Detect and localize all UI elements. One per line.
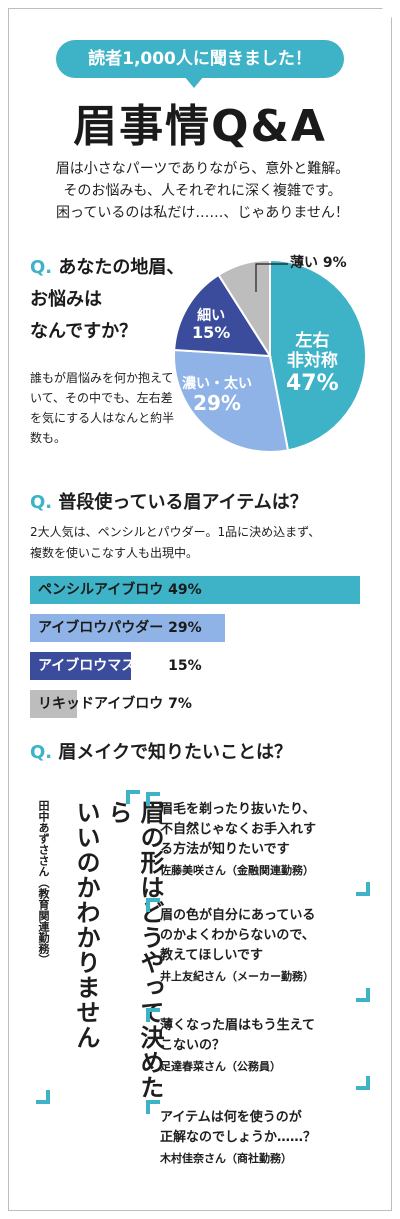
bar-category-label: リキッドアイブロウ bbox=[38, 696, 164, 712]
bracket-top bbox=[126, 790, 140, 804]
featured-answer: 眉の形はどうやって決めたら いいのかわかりません 田中あずささん（教育関連勤務） bbox=[30, 790, 164, 1110]
question-3-text: 眉メイクで知りたいことは？ bbox=[58, 742, 293, 763]
bar-row-pencil: ペンシルアイブロウ 49% bbox=[30, 576, 370, 604]
bar-mascara bbox=[30, 652, 132, 680]
pie-label-asymmetric: 左右 非対称 47% bbox=[286, 331, 339, 397]
featured-answer-author: 田中あずささん（教育関連勤務） bbox=[37, 800, 50, 965]
bar-category-label: アイブロウマスカラ bbox=[38, 658, 164, 674]
bar-value-label: 49% bbox=[163, 582, 202, 598]
bar-pencil bbox=[30, 576, 360, 604]
question-2: Q. 普段使っている眉アイテムは？ bbox=[30, 488, 380, 514]
bar-category-label: アイブロウパウダー bbox=[38, 620, 164, 636]
article-frame bbox=[8, 8, 392, 1211]
answer-quote: アイテムは何を使うのが 正解なのでしょうか……？ 木村佳奈さん（商社勤務） bbox=[146, 1100, 375, 1168]
brow-concern-pie-chart: 左右 非対称 47% 濃い・太い 29% 細い 15% bbox=[170, 256, 370, 456]
bar-row-powder: アイブロウパウダー 29% bbox=[30, 614, 370, 642]
question-1-line: あなたの地眉、 bbox=[58, 257, 185, 278]
pie-slice-thin bbox=[173, 273, 272, 358]
intro-text: 眉は小さなパーツでありながら、意外と難解。 そのお悩みも、人それぞれに深く複雑で… bbox=[30, 158, 375, 224]
page-title: 眉事情Q&A bbox=[73, 101, 327, 152]
pie-label-thin: 細い 15% bbox=[192, 308, 231, 343]
bar-liquid bbox=[30, 690, 78, 718]
pie-label-thick: 濃い・太い 29% bbox=[182, 376, 252, 416]
bar-row-mascara: アイブロウマスカラ 15% bbox=[30, 652, 370, 680]
question-3: Q. 眉メイクで知りたいことは？ bbox=[30, 738, 380, 764]
question-1: Q. あなたの地眉、 お悩みは なんですか？ bbox=[30, 252, 190, 348]
bar-value-label: 29% bbox=[163, 620, 202, 636]
banner-tail bbox=[184, 76, 204, 88]
pie-label-light: 薄い 9% bbox=[290, 255, 347, 271]
bracket-bottom bbox=[36, 1090, 50, 1104]
question-1-description: 誰もが眉悩みを何か抱えていて、その中でも、左右差を気にする人はなんと約半数も。 bbox=[30, 371, 175, 445]
question-mark: Q. bbox=[30, 742, 53, 763]
pie-leader-line bbox=[255, 263, 288, 292]
survey-banner: 読者1,000人に聞きました！ bbox=[56, 40, 344, 78]
pie-svg bbox=[173, 258, 367, 453]
intro-line: 眉は小さなパーツでありながら、意外と難解。 bbox=[55, 161, 350, 177]
intro-line: そのお悩みも、人それぞれに深く複雑です。 bbox=[63, 183, 342, 199]
bar-category-label: ペンシルアイブロウ bbox=[38, 582, 164, 598]
featured-answer-text: 眉の形はどうやって決めたら いいのかわかりません bbox=[72, 800, 164, 1100]
bar-row-liquid: リキッドアイブロウ 7% bbox=[30, 690, 370, 718]
question-2-text: 普段使っている眉アイテムは？ bbox=[58, 492, 308, 513]
bar-value-label: 7% bbox=[163, 696, 192, 712]
pie-slice-asymmetric bbox=[269, 258, 367, 452]
answer-quote: 眉の色が自分にあっている のかよくわからないので、 教えてほしいです 井上友紀さん（… bbox=[146, 898, 375, 1002]
bar-powder bbox=[30, 614, 226, 642]
folded-corner bbox=[374, 0, 400, 26]
question-1-line: なんですか？ bbox=[30, 321, 138, 342]
bar-label-powder: アイブロウパウダー 29% bbox=[38, 614, 202, 642]
answer-quote: 眉毛を剃ったり抜いたり、 不自然じゃなくお手入れす る方法が知りたいです 佐藤美咲さ… bbox=[146, 792, 375, 896]
answer-quote: 薄くなった眉はもう生えて こないの？ 足達春菜さん（公務員） bbox=[146, 1008, 375, 1090]
bar-label-liquid: リキッドアイブロウ 7% bbox=[38, 690, 192, 718]
bar-value-label: 15% bbox=[163, 658, 202, 674]
question-mark: Q. bbox=[30, 257, 53, 278]
question-2-description: 2大人気は、ペンシルとパウダー。1品に決め込まず、 複数を使いこなす人も出現中。 bbox=[30, 525, 321, 560]
pie-slice-thick bbox=[173, 348, 290, 453]
question-mark: Q. bbox=[30, 492, 53, 513]
question-1-line: お悩みは bbox=[30, 289, 102, 310]
pie-slice-light bbox=[217, 258, 271, 360]
bar-label-pencil: ペンシルアイブロウ 49% bbox=[38, 576, 202, 604]
bar-label-mascara: アイブロウマスカラ 15% bbox=[38, 652, 202, 680]
intro-line: 困っているのは私だけ……、じゃありません！ bbox=[56, 205, 349, 221]
